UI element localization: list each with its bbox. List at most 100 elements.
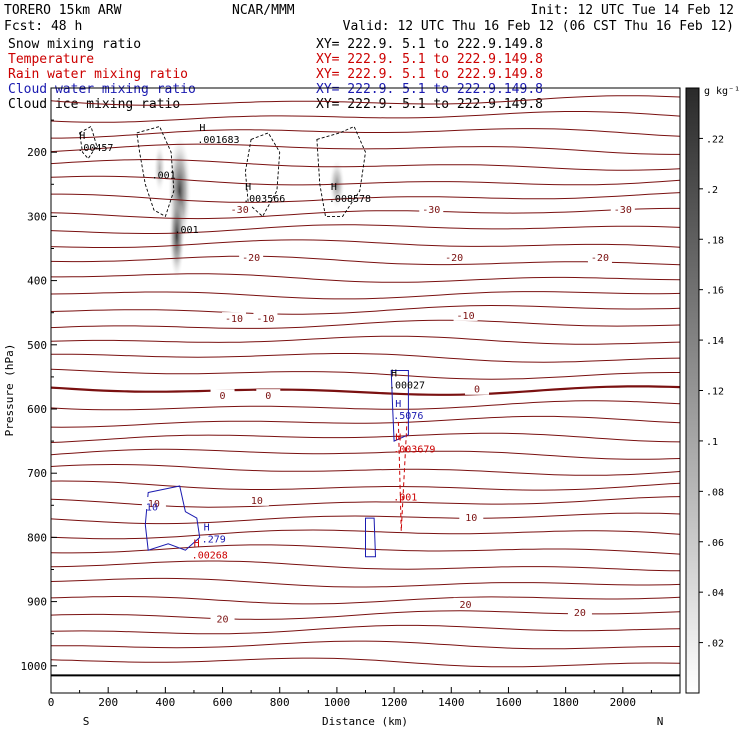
isotherm (51, 368, 680, 380)
temperature-label: -20 (591, 253, 609, 264)
isotherm (51, 657, 680, 668)
xy-range-rain: XY= 222.9. 5.1 to 222.9.149.8 (316, 67, 543, 82)
x-tick-label: 1000 (324, 696, 351, 709)
cloud-water-contours (144, 370, 409, 558)
x-tick-label: 1800 (552, 696, 579, 709)
cloud-ice-contour (244, 132, 281, 218)
colorbar-tick-label: .16 (706, 286, 724, 297)
y-tick-label: 900 (27, 596, 47, 609)
y-tick-label: 1000 (21, 660, 48, 673)
isotherm (51, 224, 680, 234)
isotherm (51, 291, 680, 300)
isotherm (51, 415, 680, 428)
x-tick-label: 0 (48, 696, 55, 709)
north-marker: N (657, 715, 664, 728)
maxima-labels: H.00457H.001683H.003566H.008578.001.001H… (77, 123, 435, 561)
max-marker: H (204, 522, 210, 533)
x-tick-label: 2000 (610, 696, 637, 709)
isotherm (51, 432, 680, 443)
isotherm (51, 624, 680, 635)
temperature-label: -30 (231, 205, 249, 216)
isotherm (51, 448, 680, 460)
label-backdrop (210, 389, 235, 402)
isotherm (51, 512, 680, 525)
label-backdrop (256, 389, 281, 402)
isotherm (51, 192, 680, 203)
temperature-label: -20 (445, 253, 463, 264)
colorbar-tick-label: .18 (706, 235, 724, 246)
max-value: .00457 (77, 143, 113, 154)
max-marker: H (199, 123, 205, 134)
isotherm (51, 335, 680, 345)
org-title: NCAR/MMM (232, 3, 295, 18)
temperature-label: -10 (256, 314, 274, 325)
label-backdrop (227, 202, 252, 215)
y-tick-label: 500 (27, 339, 47, 352)
plot-area: -30 -30 -30 -20 -20 -20 -10 -10 -10 0 0 0 10 10 10 20 20… (51, 95, 680, 677)
max-marker: H (194, 538, 200, 549)
max-value: .003566 (243, 194, 285, 205)
x-tick-label: 1600 (495, 696, 522, 709)
colorbar-unit: g kg⁻¹ (704, 86, 740, 97)
cloud-ice-contour (136, 125, 175, 218)
temperature-label: 20 (574, 608, 586, 619)
label-backdrop (210, 612, 235, 625)
max-marker: H (391, 368, 397, 379)
colorbar-tick-label: .04 (706, 588, 724, 599)
colorbar-scale (685, 87, 700, 694)
xy-range-cloudwater: XY= 222.9. 5.1 to 222.9.149.8 (316, 82, 543, 97)
x-tick-label: 400 (155, 696, 175, 709)
y-tick-label: 200 (27, 146, 47, 159)
isotherm (51, 577, 680, 588)
label-backdrop (239, 251, 264, 264)
max-value: .5076 (393, 411, 423, 422)
colorbar-tick-label: .06 (706, 538, 724, 549)
cloud-ice-contour (316, 125, 366, 217)
isotherm (51, 304, 680, 315)
max-value: .001683 (197, 135, 239, 146)
isotherm (51, 640, 680, 650)
colorbar-tick-label: .14 (706, 336, 724, 347)
temperature-label: 20 (217, 615, 229, 626)
label-backdrop (253, 312, 278, 325)
temperature-label: 20 (460, 600, 472, 611)
xy-range-cloudice: XY= 222.9. 5.1 to 222.9.149.8 (316, 97, 543, 112)
max-value: .001 (393, 493, 417, 504)
isotherm (51, 463, 680, 476)
init-time: Init: 12 UTC Tue 14 Feb 12 (531, 3, 735, 18)
x-tick-label: 600 (213, 696, 233, 709)
y-axis-title: Pressure (hPa) (3, 344, 16, 437)
freezing-level-contour (51, 385, 680, 396)
temperature-label: 10 (251, 496, 263, 507)
field-rain-label: Rain water mixing ratio (8, 67, 188, 82)
max-value: 10 (146, 502, 158, 513)
isotherm (51, 400, 680, 411)
isotherm (51, 175, 680, 186)
label-backdrop (141, 497, 166, 510)
colorbar-tick-label: .1 (706, 437, 718, 448)
label-backdrop (465, 382, 490, 395)
rain-contour (397, 421, 408, 532)
temperature-labels: -30 -30 -30 -20 -20 -20 -10 -10 -10 0 0 0 10 10 10 20 20… (141, 202, 635, 626)
isotherm (51, 273, 680, 283)
x-tick-label: 1400 (438, 696, 465, 709)
snow-shade (153, 142, 166, 194)
isotherm (51, 596, 680, 605)
temperature-label: 0 (220, 391, 226, 402)
isotherm (51, 143, 680, 155)
temperature-label: 10 (148, 499, 160, 510)
y-axis: 200 300 400 500 600 700 800 900 1000 (21, 119, 57, 673)
xy-range-temp: XY= 222.9. 5.1 to 222.9.149.8 (316, 52, 543, 67)
max-value: .001 (152, 170, 176, 181)
max-marker: H (79, 131, 85, 142)
colorbar-ticks: .02 .04 .06 .08 .1 .12 .14 .16 .18 .2 .22 (699, 134, 724, 650)
max-value: .008578 (329, 194, 371, 205)
temperature-label: -30 (614, 205, 632, 216)
temperature-label: -30 (422, 205, 440, 216)
cloud-ice-contours (79, 125, 366, 218)
label-backdrop (587, 251, 612, 264)
field-snow-label: Snow mixing ratio (8, 37, 141, 52)
isotherm (51, 353, 680, 363)
cloud-water-contour (390, 370, 409, 442)
